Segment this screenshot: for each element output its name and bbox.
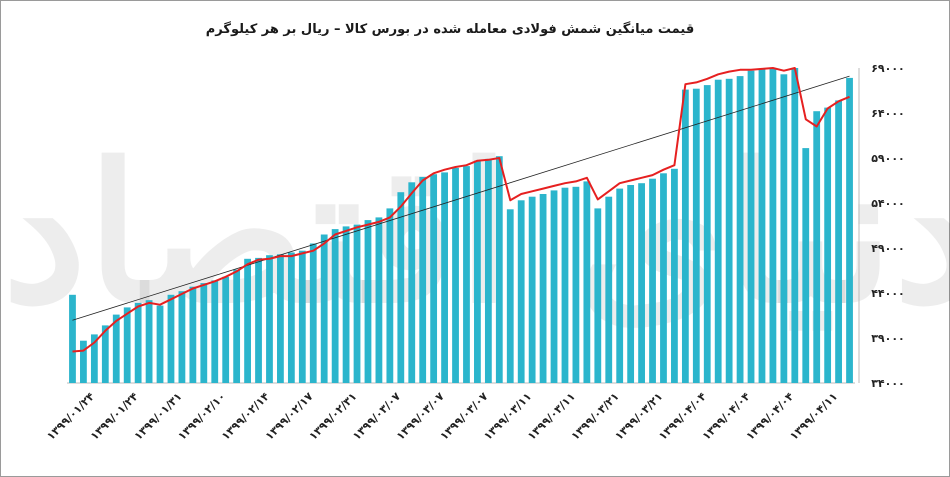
bar — [266, 255, 273, 383]
bar — [649, 178, 656, 383]
x-tick-label: ۱۳۹۹/۰۴/۱۱ — [787, 390, 840, 443]
bar — [375, 217, 383, 383]
bar — [145, 300, 153, 383]
bar — [189, 286, 197, 383]
bar — [638, 183, 645, 383]
bar — [353, 224, 361, 383]
bar — [80, 340, 87, 383]
bar — [627, 185, 635, 383]
bar — [725, 78, 733, 384]
bar — [123, 307, 131, 383]
bar — [671, 168, 678, 383]
bar — [846, 77, 853, 384]
bar — [255, 257, 262, 383]
bar — [90, 334, 98, 383]
bar — [758, 68, 766, 384]
y-tick-label: ۶۴۰۰۰ — [871, 107, 905, 120]
bar — [594, 208, 602, 383]
bar — [495, 156, 503, 383]
chart-title: قیمت میانگین شمش فولادی معامله شده در بو… — [205, 22, 695, 37]
bar — [583, 181, 591, 383]
bar — [101, 325, 109, 383]
y-tick-label: ۵۹۰۰۰ — [871, 152, 905, 165]
bar — [484, 158, 492, 383]
bar — [769, 68, 777, 383]
bar — [692, 88, 700, 383]
bar — [397, 192, 405, 383]
bar — [298, 250, 306, 383]
trend-line — [72, 75, 850, 321]
bar — [572, 186, 580, 383]
y-axis-ticks: ۳۴۰۰۰ ۳۹۰۰۰ ۴۴۰۰۰ ۴۹۰۰۰ ۵۴۰۰۰ ۵۹۰۰۰ ۶۴۰۰۰ ۶۹۰۰۰ — [871, 62, 905, 390]
bar — [364, 220, 372, 383]
bar — [178, 291, 186, 383]
trend-line-path — [72, 75, 850, 321]
bar — [517, 200, 525, 383]
bar — [714, 79, 722, 383]
bar — [791, 68, 799, 383]
bar — [233, 269, 241, 383]
bar — [780, 74, 788, 384]
bar — [736, 76, 744, 383]
bar — [309, 243, 317, 383]
bar — [747, 70, 755, 383]
y-tick-label: ۴۹۰۰۰ — [871, 242, 905, 255]
bar — [452, 167, 459, 383]
y-tick-label: ۵۴۰۰۰ — [871, 197, 905, 210]
bar — [331, 229, 339, 383]
bar — [528, 196, 536, 383]
bar — [616, 188, 624, 383]
bar — [222, 276, 230, 383]
axes — [67, 68, 860, 384]
y-tick-label: ۴۴۰۰۰ — [871, 287, 905, 300]
bar — [277, 254, 284, 383]
bar — [561, 187, 569, 383]
bar — [506, 209, 514, 383]
y-tick-label: ۶۹۰۰۰ — [871, 62, 905, 75]
bar-series — [69, 68, 853, 384]
bar — [681, 89, 689, 383]
y-tick-label: ۳۴۰۰۰ — [871, 377, 905, 390]
bar — [474, 160, 481, 383]
line-series — [72, 67, 850, 353]
bar — [244, 258, 251, 383]
bar — [408, 182, 416, 383]
bar — [835, 100, 842, 384]
bar — [550, 190, 558, 383]
bar — [69, 294, 76, 383]
bar — [342, 226, 350, 383]
bar — [605, 196, 613, 383]
bar — [824, 107, 832, 383]
bar — [200, 283, 208, 383]
x-axis-ticks: ۱۳۹۹/۰۱/۲۴۱۳۹۹/۰۱/۲۴۱۳۹۹/۰۱/۳۱۱۳۹۹/۰۲/۱۰… — [44, 390, 840, 443]
bar — [112, 314, 120, 383]
bar — [463, 166, 470, 383]
bar — [320, 234, 328, 383]
bar — [813, 111, 821, 383]
bar — [134, 302, 142, 383]
y-tick-label: ۳۹۰۰۰ — [871, 332, 905, 345]
bar — [802, 148, 810, 383]
bar — [660, 173, 667, 383]
bar — [211, 280, 219, 383]
bar — [287, 252, 295, 383]
bar — [156, 305, 164, 383]
bar — [167, 294, 175, 383]
bar — [386, 208, 394, 383]
line-series-path — [72, 67, 850, 353]
bar — [703, 85, 711, 383]
bar — [419, 176, 427, 383]
bar — [441, 172, 448, 383]
bar — [539, 194, 547, 383]
bar — [430, 174, 438, 383]
